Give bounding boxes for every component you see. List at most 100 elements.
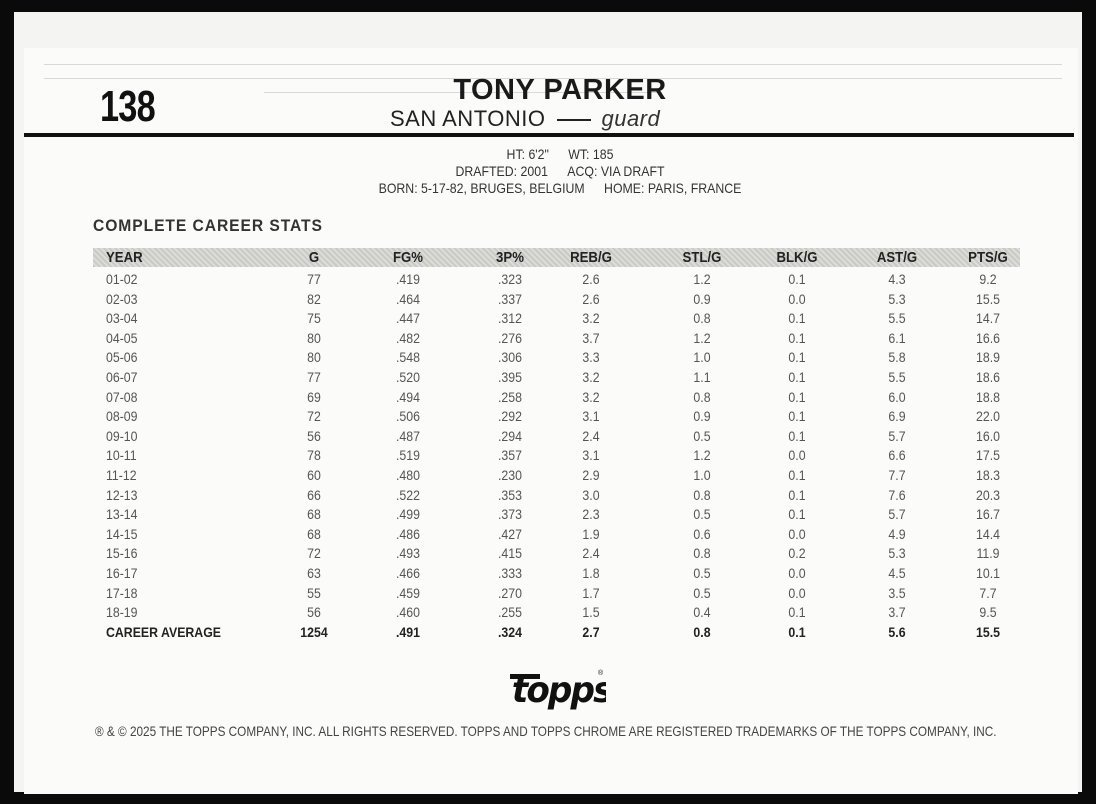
stat-cell: 0.1 [788, 467, 806, 483]
player-bio: HT: 6'2" WT: 185 DRAFTED: 2001 ACQ: VIA DR… [331, 146, 789, 197]
table-row: 07-08 69 .494 .258 3.2 0.8 0.1 6.0 18.8 [93, 388, 1020, 407]
stat-cell: 0.1 [788, 388, 806, 405]
bio-acquired: ACQ: VIA DRAFT [567, 163, 665, 179]
stat-cell: 82 [307, 290, 321, 307]
stat-cell: .312 [498, 310, 522, 327]
row-label: CAREER AVERAGE [106, 623, 222, 640]
stat-cell: 2.4 [582, 545, 600, 562]
career-average-row: CAREER AVERAGE 1254 .491 .324 2.7 0.8 0.1 5.6 15… [93, 623, 1020, 642]
stat-cell: .499 [396, 506, 420, 523]
stat-cell: 0.0 [788, 565, 806, 581]
stat-cell: 3.7 [888, 604, 906, 621]
stat-cell: 0.1 [788, 329, 806, 346]
stat-cell: G [308, 249, 320, 266]
stat-cell: 2.6 [582, 290, 600, 307]
stat-cell: .447 [396, 310, 420, 327]
stat-cell: 0.8 [693, 545, 711, 562]
row-label: 13-14 [106, 506, 138, 523]
stat-cell: 0.1 [788, 408, 806, 425]
stat-cell: 69 [307, 388, 321, 405]
svg-text:®: ® [598, 669, 604, 677]
stats-header-band [93, 248, 1020, 267]
stat-cell: 2.7 [582, 623, 600, 640]
stat-cell: 7.7 [979, 584, 997, 601]
stat-cell: .487 [396, 427, 420, 444]
stat-cell: .270 [498, 584, 522, 601]
stat-cell: 3P% [496, 249, 524, 266]
row-label: 01-02 [106, 271, 138, 287]
stat-cell: 3.1 [582, 447, 600, 464]
stat-cell: 14.7 [976, 310, 1000, 327]
stat-cell: 0.2 [788, 545, 806, 562]
stat-cell: 15.5 [976, 290, 1000, 307]
stat-cell: 20.3 [976, 486, 1000, 503]
stat-cell: .494 [396, 388, 420, 405]
wood-grain [44, 64, 1062, 65]
stat-cell: 0.1 [788, 271, 806, 287]
stat-cell: 2.3 [582, 506, 600, 523]
stat-cell: .333 [498, 565, 522, 581]
stat-cell: 0.1 [788, 623, 806, 640]
stat-cell: 4.3 [888, 271, 906, 287]
stat-cell: .276 [498, 329, 522, 346]
table-row: 11-12 60 .480 .230 2.9 1.0 0.1 7.7 18.3 [93, 466, 1020, 485]
table-row: 12-13 66 .522 .353 3.0 0.8 0.1 7.6 20.3 [93, 486, 1020, 505]
table-row: 15-16 72 .493 .415 2.4 0.8 0.2 5.3 11.9 [93, 544, 1020, 563]
stat-cell: 1.7 [582, 584, 600, 601]
stat-cell: 68 [307, 506, 321, 523]
row-label: 07-08 [106, 388, 138, 405]
stat-cell: .520 [396, 369, 420, 385]
stat-cell: .466 [396, 565, 420, 581]
table-row: 01-02 77 .419 .323 2.6 1.2 0.1 4.3 9.2 [93, 270, 1020, 289]
stat-cell: 6.9 [888, 408, 906, 425]
row-label: YEAR [106, 249, 143, 266]
stat-cell: .427 [498, 525, 522, 542]
stat-cell: 0.5 [693, 506, 711, 523]
table-row: 05-06 80 .548 .306 3.3 1.0 0.1 5.8 18.9 [93, 348, 1020, 367]
row-label: 03-04 [106, 310, 138, 327]
stat-cell: 1.1 [693, 369, 711, 385]
table-row: 10-11 78 .519 .357 3.1 1.2 0.0 6.6 17.5 [93, 446, 1020, 465]
stat-cell: 0.1 [788, 427, 806, 444]
stat-cell: 0.1 [788, 369, 806, 385]
stat-cell: 72 [307, 408, 321, 425]
stat-cell: .464 [396, 290, 420, 307]
stat-cell: 2.6 [582, 271, 600, 287]
bio-home: HOME: PARIS, FRANCE [604, 180, 742, 196]
stat-cell: 0.0 [788, 290, 806, 307]
card-panel [24, 48, 1078, 794]
bio-drafted: DRAFTED: 2001 [455, 163, 548, 179]
stat-cell: .480 [396, 467, 420, 483]
stat-cell: .491 [396, 623, 420, 640]
row-label: 09-10 [106, 427, 138, 444]
table-row: 18-19 56 .460 .255 1.5 0.4 0.1 3.7 9.5 [93, 603, 1020, 622]
stat-cell: 0.1 [788, 310, 806, 327]
row-label: 16-17 [106, 565, 138, 581]
stat-cell: .482 [396, 329, 420, 346]
team-name: SAN ANTONIO [390, 106, 546, 131]
stat-cell: .395 [498, 369, 522, 385]
stat-cell: 0.6 [693, 525, 711, 542]
stat-cell: PTS/G [968, 249, 1008, 266]
stat-cell: 11.9 [976, 545, 1000, 562]
stat-cell: 80 [307, 349, 321, 366]
stat-cell: 5.5 [888, 310, 906, 327]
stat-cell: BLK/G [776, 249, 818, 266]
stat-cell: .324 [498, 623, 522, 640]
row-label: 10-11 [106, 447, 137, 464]
stat-cell: 5.7 [888, 427, 906, 444]
stat-cell: 14.4 [976, 525, 1000, 542]
row-label: 17-18 [106, 584, 138, 601]
stat-cell: 56 [307, 604, 321, 621]
row-label: 18-19 [106, 604, 138, 621]
stat-cell: 1.5 [582, 604, 600, 621]
stat-cell: 72 [307, 545, 321, 562]
table-row: 04-05 80 .482 .276 3.7 1.2 0.1 6.1 16.6 [93, 329, 1020, 348]
row-label: 11-12 [106, 467, 137, 483]
stat-cell: 80 [307, 329, 321, 346]
stat-cell: 0.1 [788, 486, 806, 503]
row-label: 14-15 [106, 525, 138, 542]
stat-cell: 10.1 [976, 565, 1000, 581]
row-label: 02-03 [106, 290, 138, 307]
stat-cell: 5.7 [888, 506, 906, 523]
